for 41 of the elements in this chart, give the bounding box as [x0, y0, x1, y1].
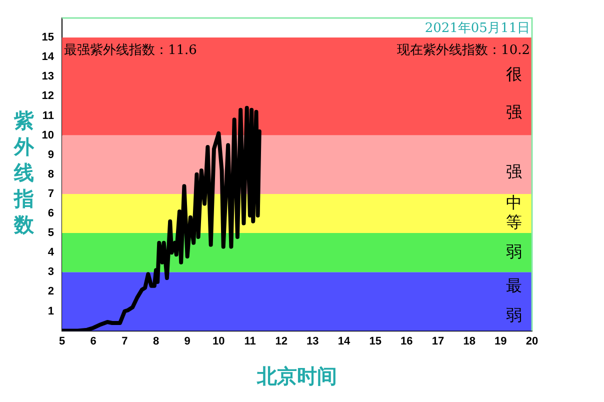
x-tick-label: 9	[184, 335, 190, 348]
x-axis-title: 北京时间	[256, 364, 337, 388]
y-axis-title: 紫外线指数	[13, 108, 35, 237]
y-tick-label: 13	[42, 70, 54, 83]
x-tick-label: 11	[244, 335, 256, 348]
x-tick-label: 7	[122, 335, 128, 348]
y-tick-label: 6	[48, 208, 54, 220]
x-tick-label: 10	[212, 335, 225, 348]
x-tick-label: 13	[306, 335, 319, 348]
x-tick-label: 14	[338, 335, 351, 348]
y-tick-label: 10	[42, 129, 54, 142]
x-tick-label: 17	[432, 335, 444, 348]
band-label: 最弱	[506, 276, 522, 324]
y-tick-label: 2	[48, 286, 54, 298]
y-tick-label: 1	[48, 305, 54, 318]
y-tick-label: 8	[48, 168, 54, 180]
x-tick-label: 12	[275, 335, 288, 348]
y-tick-label: 7	[48, 188, 54, 200]
y-tick-label: 12	[42, 90, 54, 102]
x-tick-label: 16	[400, 335, 413, 348]
x-tick-label: 20	[526, 335, 538, 348]
y-tick-label: 3	[48, 266, 54, 278]
y-tick-label: 14	[42, 51, 55, 64]
y-tick-label: 11	[42, 110, 54, 122]
band-label: 中等	[506, 192, 522, 232]
y-tick-label: 5	[48, 227, 54, 240]
annotation: 最强紫外线指数：11.6	[64, 42, 197, 58]
x-tick-label: 19	[494, 335, 507, 348]
x-tick-label: 18	[463, 335, 476, 348]
y-tick-label: 9	[48, 148, 54, 161]
band-label: 弱	[506, 242, 522, 261]
y-tick-label: 4	[48, 246, 55, 259]
band-label: 很强	[506, 64, 522, 122]
x-tick-label: 8	[152, 335, 160, 348]
x-tick-label: 15	[369, 335, 382, 348]
annotation: 2021年05月11日	[424, 21, 530, 36]
x-tick-label: 6	[90, 335, 96, 348]
y-tick-label: 15	[42, 32, 54, 44]
x-tick-label: 5	[58, 335, 66, 348]
band-label: 强	[506, 162, 522, 181]
annotation: 现在紫外线指数：10.2	[397, 42, 530, 58]
